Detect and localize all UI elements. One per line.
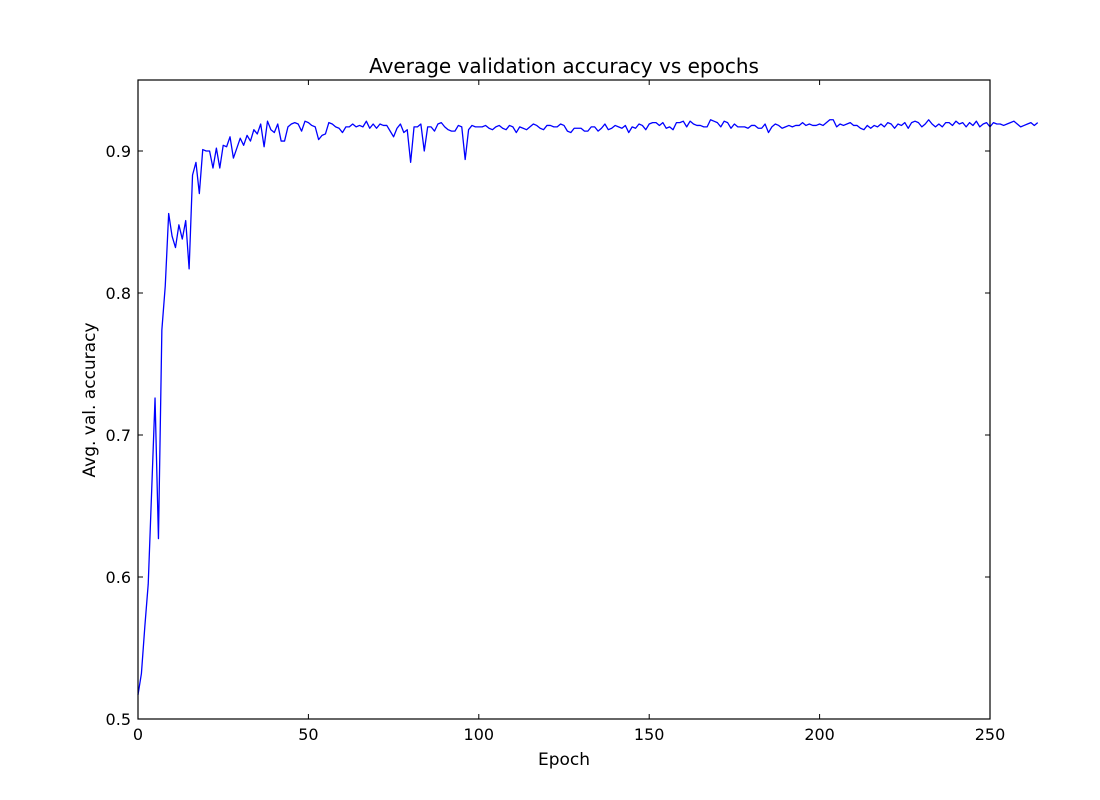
x-tick-label-1: 50: [298, 725, 318, 744]
series-line-0: [137, 119, 1039, 695]
y-tick-label-0: 0.5: [106, 710, 131, 729]
y-tick-label-3: 0.8: [106, 284, 131, 303]
y-axis-label: Avg. val. accuracy: [80, 322, 100, 477]
x-tick-label-5: 250: [975, 725, 1006, 744]
plot-frame: [137, 79, 991, 720]
x-tick-label-3: 150: [634, 725, 665, 744]
y-tick-label-4: 0.9: [106, 142, 131, 161]
x-tick-label-4: 200: [804, 725, 835, 744]
x-tick-label-2: 100: [464, 725, 495, 744]
x-axis-label: Epoch: [538, 750, 590, 770]
y-axis-ticks: 0.5 0.6 0.7 0.8 0.9: [106, 142, 990, 729]
y-tick-label-1: 0.6: [106, 568, 131, 587]
chart-title: Average validation accuracy vs epochs: [369, 54, 759, 78]
x-axis-ticks: 0 50 100 150 200 250: [133, 80, 1005, 744]
x-tick-label-0: 0: [133, 725, 143, 744]
y-tick-label-2: 0.7: [106, 426, 131, 445]
plot-series-layer: [137, 119, 1039, 695]
